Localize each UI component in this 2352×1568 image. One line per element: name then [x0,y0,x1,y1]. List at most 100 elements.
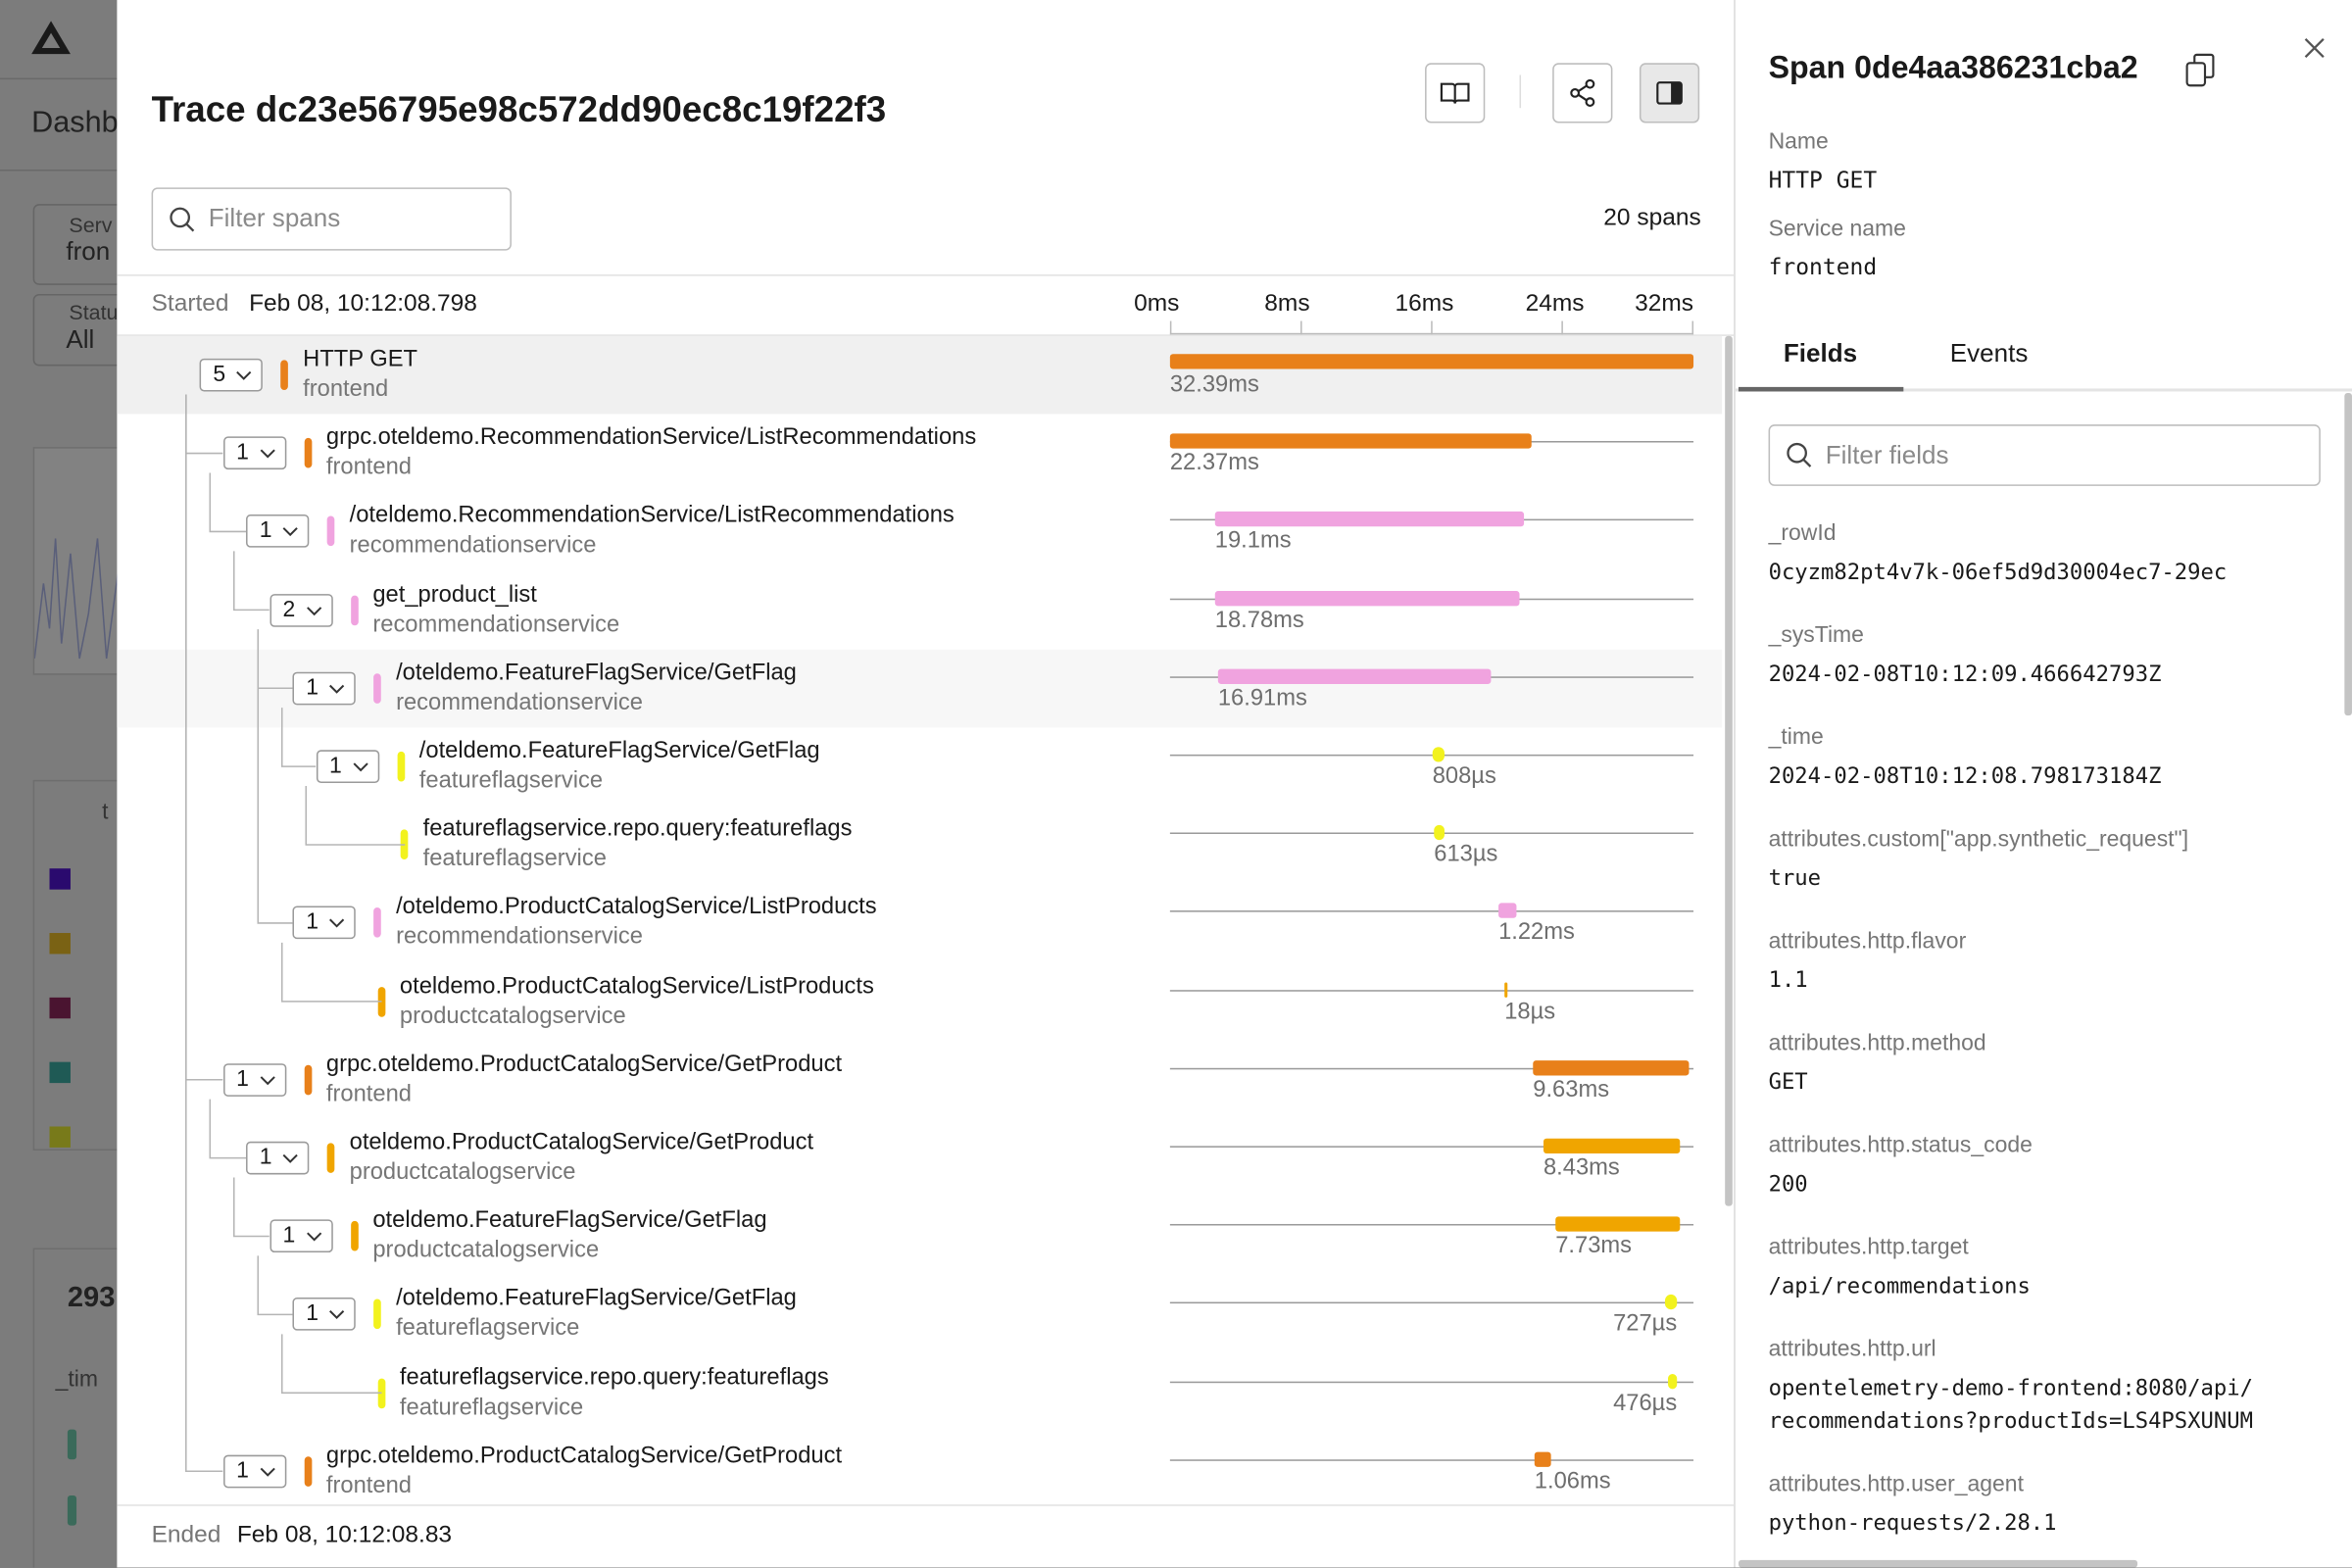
span-duration: 1.06ms [1534,1468,1611,1494]
close-button[interactable] [2301,34,2328,62]
span-panel: Span 0de4aa386231cba2 Name HTTP GET Serv… [1734,0,2352,1568]
filter-fields-input[interactable]: Filter fields [1768,424,2321,486]
chevron [329,684,345,694]
row-highlight [117,649,1723,728]
span-toggle[interactable]: 1 [222,436,286,470]
span-duration: 613µs [1434,841,1498,867]
field-value: 2024-02-08T10:12:09.466642793Z [1768,662,2162,688]
nav-label: Dashb [31,106,119,140]
toggle-count: 5 [213,361,226,387]
span-toggle[interactable]: 1 [246,514,310,549]
timeline-track [1169,832,1694,835]
service-color [350,595,359,625]
span-toggle[interactable]: 1 [222,1062,286,1097]
scrollbar[interactable] [2344,393,2352,716]
divider [0,169,118,172]
field-value: GET [1768,1070,1808,1096]
table-card: 293 _tim [32,1248,126,1568]
tree-connector [209,472,247,533]
span-bar [1664,1295,1678,1310]
placeholder: Filter spans [208,204,341,233]
name-label: Name [1768,128,1829,155]
tab[interactable]: Events [1949,338,2029,368]
span-service: productcatalogservice [399,1003,626,1029]
span-toggle[interactable]: 1 [292,671,356,706]
span-count: 20 spans [1603,205,1701,231]
timeline-track [1169,1067,1694,1070]
span-bar [1555,1216,1681,1232]
swatch [49,997,71,1019]
started-label: Started [151,290,229,317]
span-toggle[interactable]: 1 [269,1219,333,1253]
field-value: 1.1 [1768,968,1808,994]
span-duration: 22.37ms [1169,450,1259,476]
span-bar [1533,1059,1690,1076]
copy-icon[interactable] [2182,51,2219,90]
span-toggle[interactable]: 2 [269,593,333,627]
span-service: frontend [325,1081,412,1107]
span-service: featureflagservice [422,846,607,872]
service-color [373,672,381,704]
chevron [282,1153,298,1163]
service-color [373,907,381,939]
field-key: attributes.http.method [1768,1030,1986,1056]
field-key: attributes.http.url [1768,1336,1936,1362]
swatch [67,1495,77,1526]
chevron [259,1075,275,1085]
docs-button[interactable] [1425,63,1486,123]
span-toggle[interactable]: 1 [316,750,379,783]
toggle-count: 2 [282,596,296,622]
toggle-count: 1 [282,1222,296,1249]
share-icon [1570,78,1595,107]
span-name: HTTP GET [303,346,418,372]
timeline-track [1169,989,1694,992]
span-duration: 18.78ms [1214,607,1304,633]
span-bar [1504,981,1508,998]
span-duration: 9.63ms [1533,1076,1610,1102]
span-bar [1432,747,1445,762]
span-toggle[interactable]: 1 [222,1454,286,1489]
filter-spans-input[interactable]: Filter spans [151,187,512,251]
timeline-track [1169,1302,1694,1304]
search-icon [170,207,195,232]
toggle-count: 1 [259,517,272,544]
span-duration: 19.1ms [1214,528,1292,555]
span-service: recommendationservice [349,532,597,559]
swatch [49,933,71,955]
span-service: featureflagservice [396,1315,580,1342]
span-service: frontend [325,1472,412,1498]
service-color [350,1221,359,1251]
backdrop: Dashb Serv fron Statu All t 293 _tim [0,0,126,1568]
service-color [376,986,385,1017]
chart-card [32,447,126,675]
panel-toggle-button[interactable] [1639,63,1700,123]
span-toggle[interactable]: 1 [246,1141,310,1175]
tab[interactable]: Fields [1783,338,1858,368]
service-color [400,829,409,860]
field-value: true [1768,866,1822,892]
tree-connector [209,1099,247,1159]
tree-connector [305,786,406,846]
scrollbar[interactable] [1725,335,1733,1206]
span-toggle[interactable]: 1 [292,906,356,940]
span-service: productcatalogservice [349,1159,576,1186]
service-color [396,751,405,782]
tick-mark [1561,320,1563,335]
h-scrollbar[interactable] [1738,1559,2138,1568]
column-label: t [102,799,109,825]
span-service: frontend [303,376,389,403]
trace-panel: Trace dc23e56795e98c572dd90ec8c19f22f3 F… [117,0,1735,1568]
count: 293 [67,1282,116,1314]
span-name: grpc.oteldemo.ProductCatalogService/GetP… [325,1051,843,1077]
span-name: /oteldemo.FeatureFlagService/GetFlag [418,738,820,764]
tab-underline [1738,386,1904,392]
service-color [326,1143,335,1173]
panel-icon [1656,81,1683,105]
span-toggle[interactable]: 1 [292,1298,356,1332]
span-name: featureflagservice.repo.query:featurefla… [422,815,853,842]
share-button[interactable] [1552,63,1613,123]
tick-label: 8ms [1264,290,1310,317]
timeline-track [1169,1224,1694,1226]
span-toggle[interactable]: 5 [199,358,263,392]
